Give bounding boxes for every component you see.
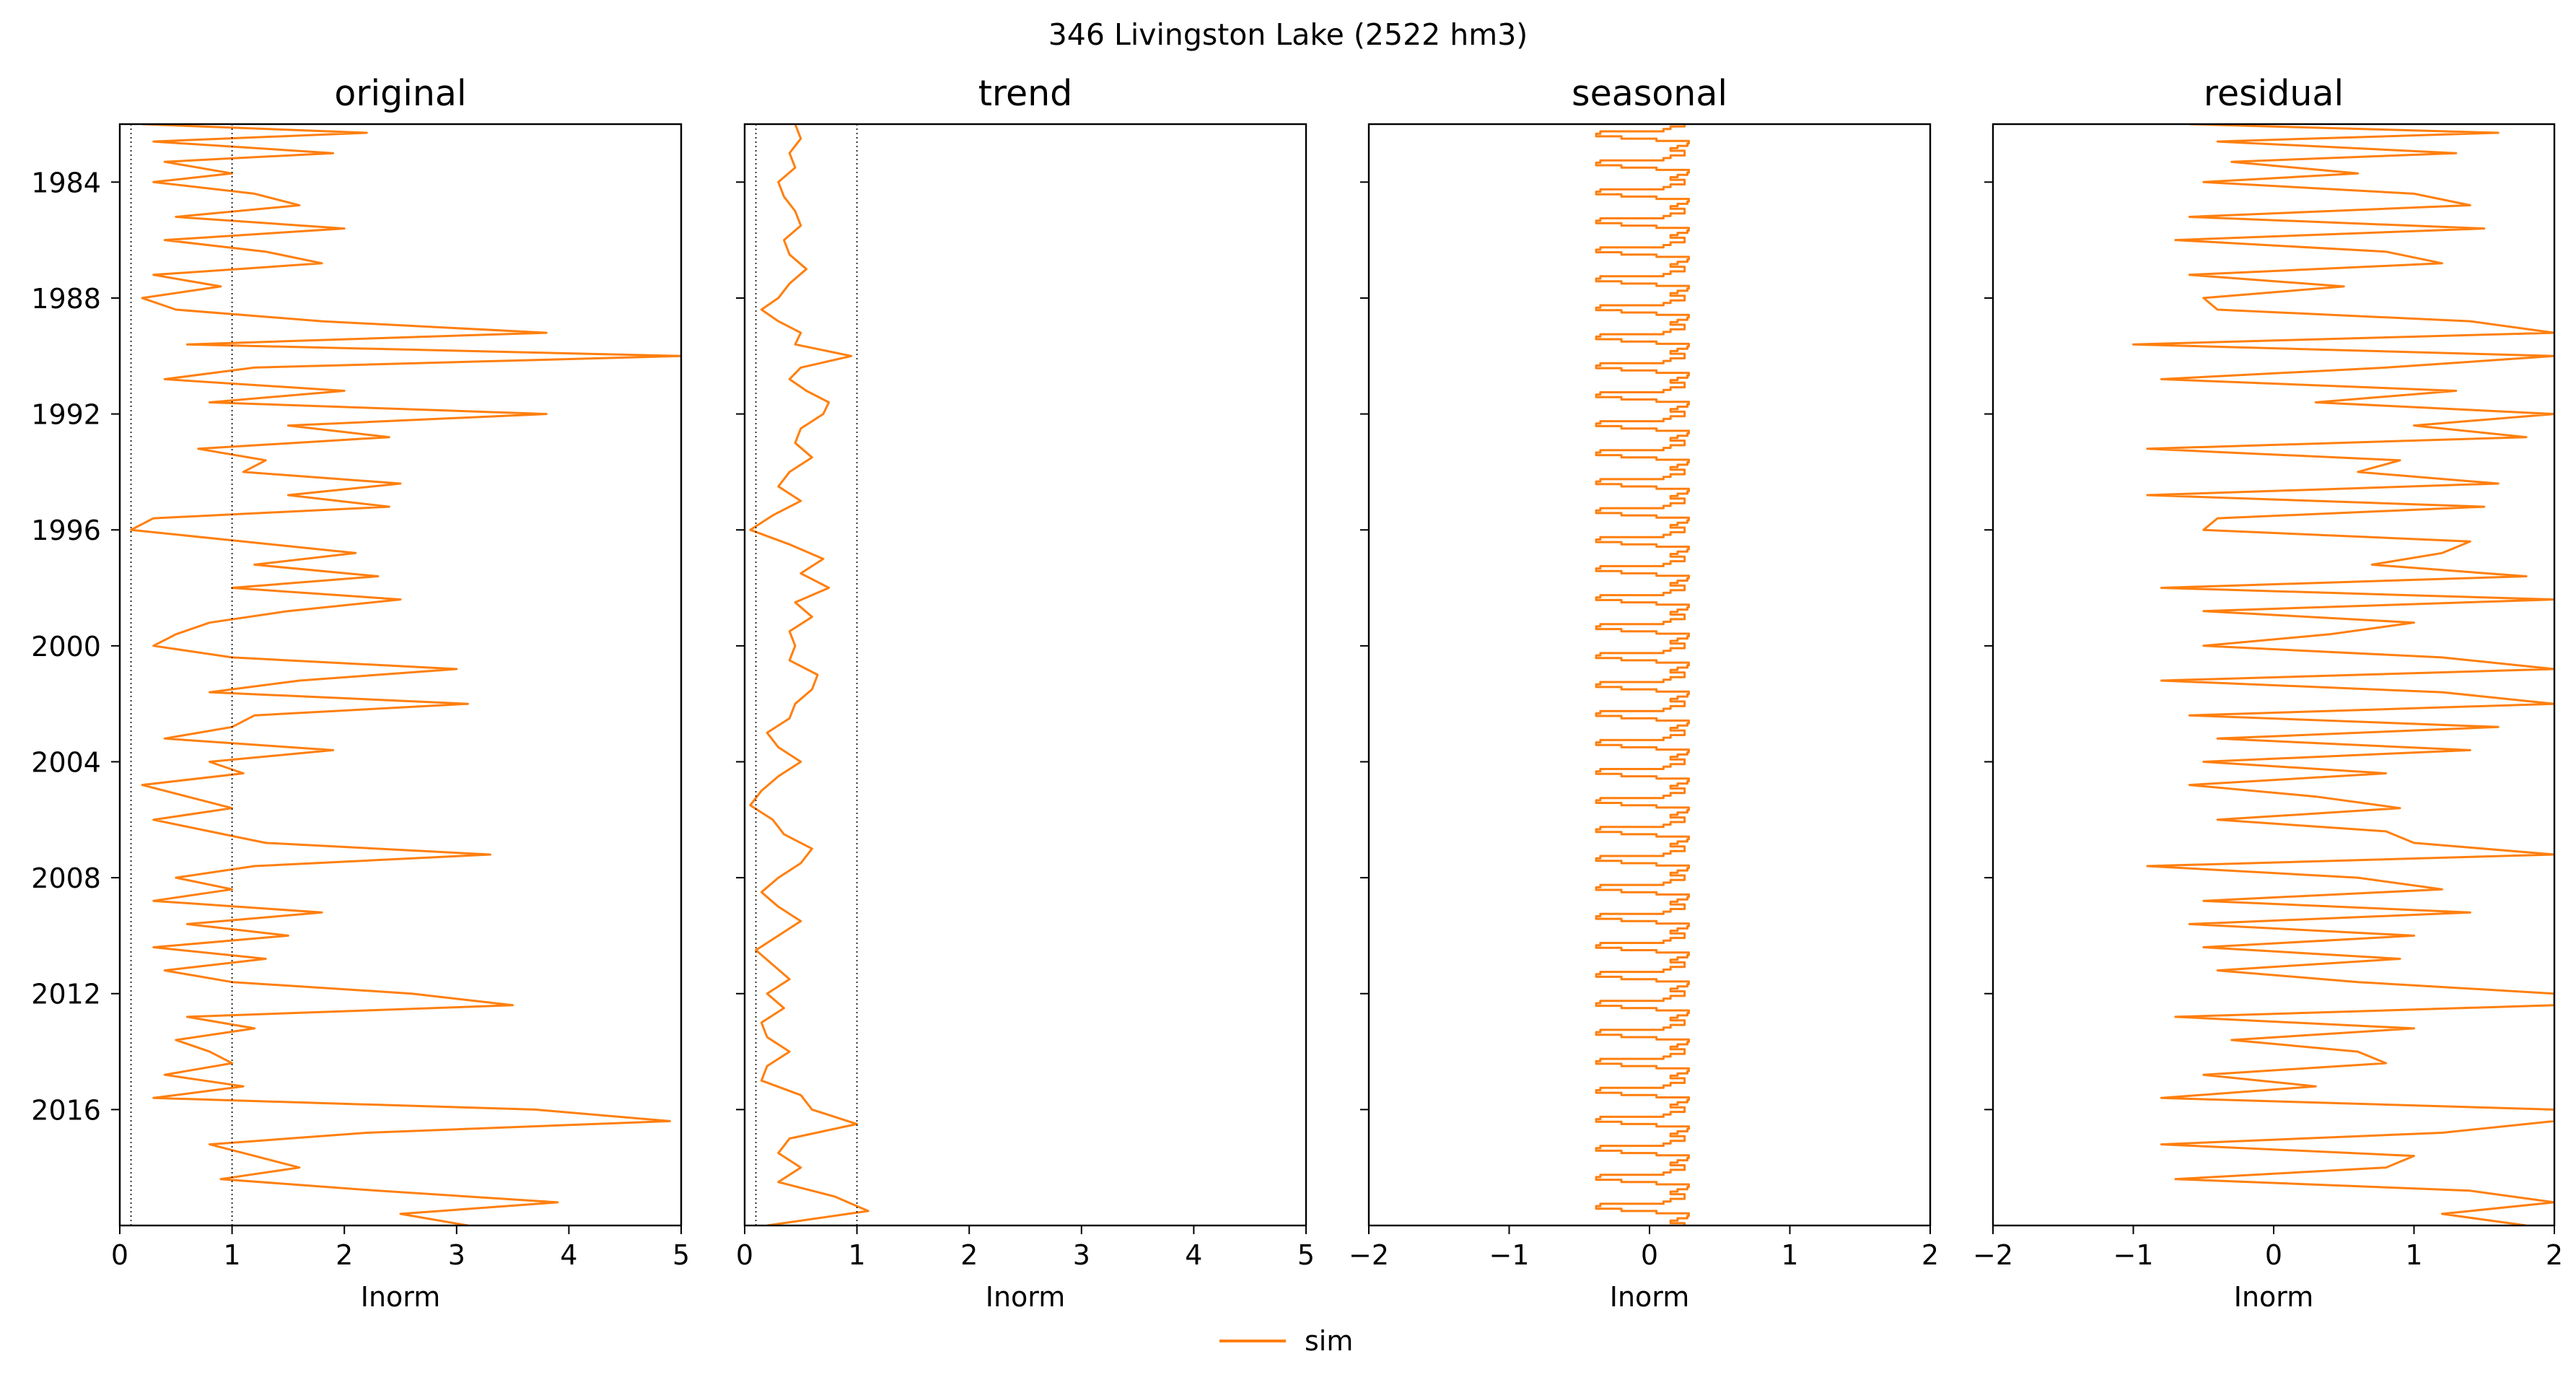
x-tick-label: 0 [1641,1239,1658,1271]
y-tick-label: 1996 [31,515,101,546]
axes-frame [118,123,683,1227]
axes-frame [743,123,1307,1227]
y-tick-label: 1988 [31,283,101,315]
x-tick-label: 3 [448,1239,465,1271]
x-axis-label: Inorm [1610,1281,1690,1313]
x-tick-label: 0 [736,1239,753,1271]
x-tick-label: 4 [560,1239,577,1271]
series-line-sim [749,124,869,1225]
x-tick-label: 5 [673,1239,690,1271]
y-tick-label: 2008 [31,862,101,894]
x-tick-label: 2 [2546,1239,2563,1271]
x-tick-label: 2 [960,1239,978,1271]
x-axis-label: Inorm [361,1281,441,1313]
x-axis-label: Inorm [986,1281,1066,1313]
series-line-sim [1595,124,1690,1225]
x-tick-label: 2 [1922,1239,1939,1271]
x-tick-label: −1 [2113,1239,2153,1271]
panel-title: trend [978,73,1073,114]
x-tick-label: 3 [1073,1239,1090,1271]
x-tick-label: 1 [849,1239,866,1271]
x-tick-label: 4 [1185,1239,1202,1271]
x-axis-label: Inorm [2234,1281,2314,1313]
panel-residual: residual −2 −1 0 1 2 Inorm [1973,73,2563,1313]
x-tick-label: −2 [1349,1239,1389,1271]
legend-label-sim: sim [1305,1325,1353,1357]
x-tick-label: 1 [1781,1239,1798,1271]
panel-title: seasonal [1572,73,1727,114]
x-tick-label: −2 [1973,1239,2013,1271]
x-tick-label: −1 [1489,1239,1529,1271]
x-tick-label: 2 [336,1239,353,1271]
panel-title: original [334,73,466,114]
series-line-sim [2132,124,2554,1225]
x-tick-label: 0 [2265,1239,2282,1271]
x-tick-label: 1 [2405,1239,2422,1271]
y-tick-label: 2012 [31,979,101,1010]
panel-seasonal: seasonal −2 −1 0 1 2 Inorm [1349,73,1939,1313]
panel-title: residual [2204,73,2344,114]
legend: sim [1219,1325,1353,1357]
y-tick-label: 2000 [31,631,101,663]
series-line-sim [130,124,681,1225]
y-tick-label: 2004 [31,746,101,778]
x-tick-label: 5 [1297,1239,1315,1271]
y-tick-label: 1984 [31,167,101,198]
x-tick-label: 0 [111,1239,128,1271]
panel-original: original 0 1 2 3 4 5 1984 1988 1992 1996 2000 2004 20… [31,73,690,1313]
panel-trend: trend 0 1 2 3 4 5 Inorm [736,73,1315,1313]
figure-suptitle: 346 Livingston Lake (2522 hm3) [1048,17,1528,52]
y-tick-label: 2016 [31,1094,101,1126]
y-tick-label: 1992 [31,399,101,431]
x-tick-label: 1 [224,1239,241,1271]
